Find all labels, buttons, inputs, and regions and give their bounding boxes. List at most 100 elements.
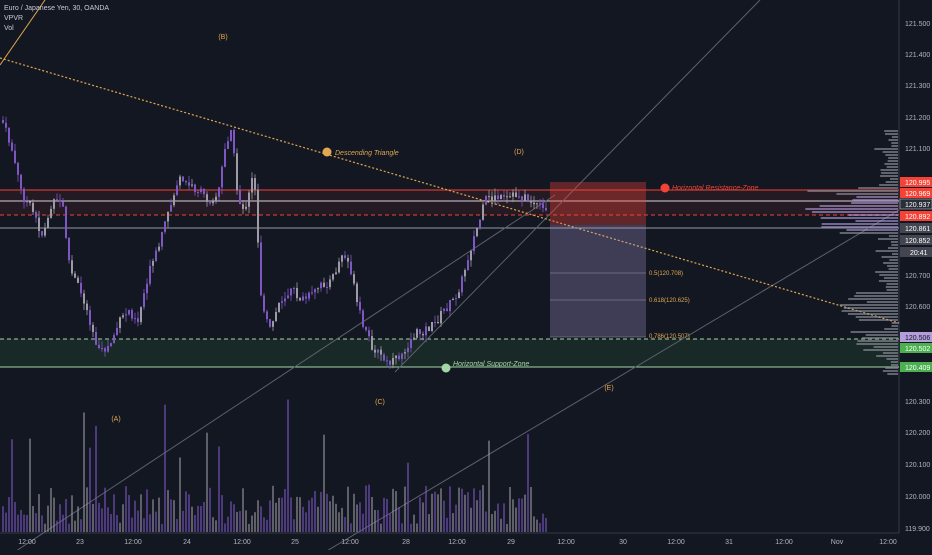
volume-bar [380, 523, 382, 532]
volume-bar [170, 499, 172, 532]
volume-profile-bar [841, 310, 898, 312]
candle-body [350, 261, 352, 275]
fib-label-618: 0.618(120.625) [649, 298, 690, 304]
top-left-trendline[interactable] [0, 0, 46, 66]
volume-bar [122, 504, 124, 532]
time-tick: 12:00 [233, 539, 251, 546]
volume-bar [512, 499, 514, 532]
price-badge-label: 120.969 [905, 191, 930, 198]
candle-body [47, 217, 49, 228]
candle-body [476, 227, 478, 237]
volume-bar [155, 511, 157, 532]
candle-body [398, 355, 400, 360]
volume-bar [302, 506, 304, 532]
candle-body [302, 296, 304, 301]
candle-body [212, 201, 214, 204]
volume-profile-bar [865, 334, 898, 336]
candle-body [341, 255, 343, 262]
price-badge-label: 120.409 [905, 365, 930, 372]
volume-bar [428, 514, 430, 532]
candle-body [344, 255, 346, 258]
risk-zone-box[interactable] [550, 182, 646, 225]
candle-body [416, 329, 418, 338]
lower-channel-line[interactable] [319, 209, 900, 555]
candle-body [116, 328, 118, 336]
volume-profile-bar [890, 241, 898, 243]
reward-zone-box[interactable] [550, 225, 646, 337]
candle-body [449, 300, 451, 312]
candle-body [227, 141, 229, 149]
candle-body [431, 322, 433, 331]
support-marker[interactable] [441, 363, 451, 373]
volume-profile-bar [807, 190, 898, 192]
candle-body [320, 282, 322, 289]
volume-bar [83, 412, 85, 532]
volume-profile-bar [888, 157, 898, 159]
candle-body [68, 237, 70, 261]
time-axis[interactable]: 12:00 23 12:00 24 12:00 25 12:00 28 12:0… [18, 539, 897, 546]
time-tick: 25 [291, 539, 299, 546]
wave-label-c[interactable]: (C) [375, 399, 385, 406]
price-axis[interactable]: 121.500 121.400 121.300 121.200 121.100 … [905, 21, 930, 533]
candle-body [356, 283, 358, 302]
volume-bar [440, 488, 442, 532]
wave-label-a[interactable]: (A) [111, 416, 120, 423]
candle-body [482, 204, 484, 220]
wave-label-b[interactable]: (B) [218, 34, 227, 41]
resistance-marker[interactable] [660, 183, 670, 193]
volume-profile-bar [875, 271, 898, 273]
volume-bar [353, 493, 355, 532]
candle-body [299, 298, 301, 301]
candlestick-series[interactable] [2, 116, 547, 369]
volume-bar [392, 488, 394, 532]
price-tick: 120.600 [905, 304, 930, 311]
volume-profile-bar [854, 295, 898, 297]
price-badge-label: 120.937 [905, 202, 930, 209]
candle-body [26, 201, 28, 203]
resistance-label[interactable]: Horizontal Resistance-Zone [672, 185, 758, 192]
candle-body [428, 326, 430, 331]
resistance-zone[interactable] [0, 190, 899, 215]
volume-bar [275, 502, 277, 532]
candle-body [371, 336, 373, 350]
volume-bar [278, 497, 280, 532]
volume-profile-bar [880, 175, 898, 177]
volume-bar [419, 497, 421, 532]
wave-label-e[interactable]: (E) [604, 385, 613, 392]
ascending-trendline-top[interactable] [394, 0, 761, 373]
volume-profile-bar [882, 151, 898, 153]
indicator-volume[interactable]: Vol [4, 25, 14, 32]
triangle-label[interactable]: Descending Triangle [335, 150, 399, 157]
descending-trendline[interactable] [0, 57, 900, 324]
candle-body [17, 162, 19, 175]
volume-bar [47, 505, 49, 532]
candle-body [188, 182, 190, 186]
price-axis-background [899, 0, 932, 550]
candle-body [245, 206, 247, 209]
volume-bar [527, 434, 529, 532]
price-tick: 121.100 [905, 146, 930, 153]
candle-body [347, 258, 349, 262]
symbol-title[interactable]: Euro / Japanese Yen, 30, OANDA [4, 5, 110, 12]
triangle-marker[interactable] [322, 147, 332, 157]
candle-body [140, 307, 142, 323]
candle-body [263, 295, 265, 312]
indicator-vpvr[interactable]: VPVR [4, 15, 24, 22]
candle-body [479, 219, 481, 228]
volume-bar [221, 495, 223, 532]
candle-body [467, 260, 469, 270]
volume-bar [116, 515, 118, 532]
ascending-trendline-bottom[interactable] [9, 194, 556, 555]
volume-bar [5, 512, 7, 532]
volume-profile-bar [878, 238, 898, 240]
candle-body [329, 279, 331, 288]
support-zone[interactable] [0, 339, 899, 367]
candle-body [83, 293, 85, 304]
wave-label-d[interactable]: (D) [514, 149, 524, 156]
chart-legend[interactable]: Euro / Japanese Yen, 30, OANDA VPVR Vol [4, 4, 109, 34]
volume-profile-bar [863, 349, 898, 351]
volume-bar [431, 493, 433, 532]
support-label[interactable]: Horizontal Support-Zone [453, 361, 529, 368]
